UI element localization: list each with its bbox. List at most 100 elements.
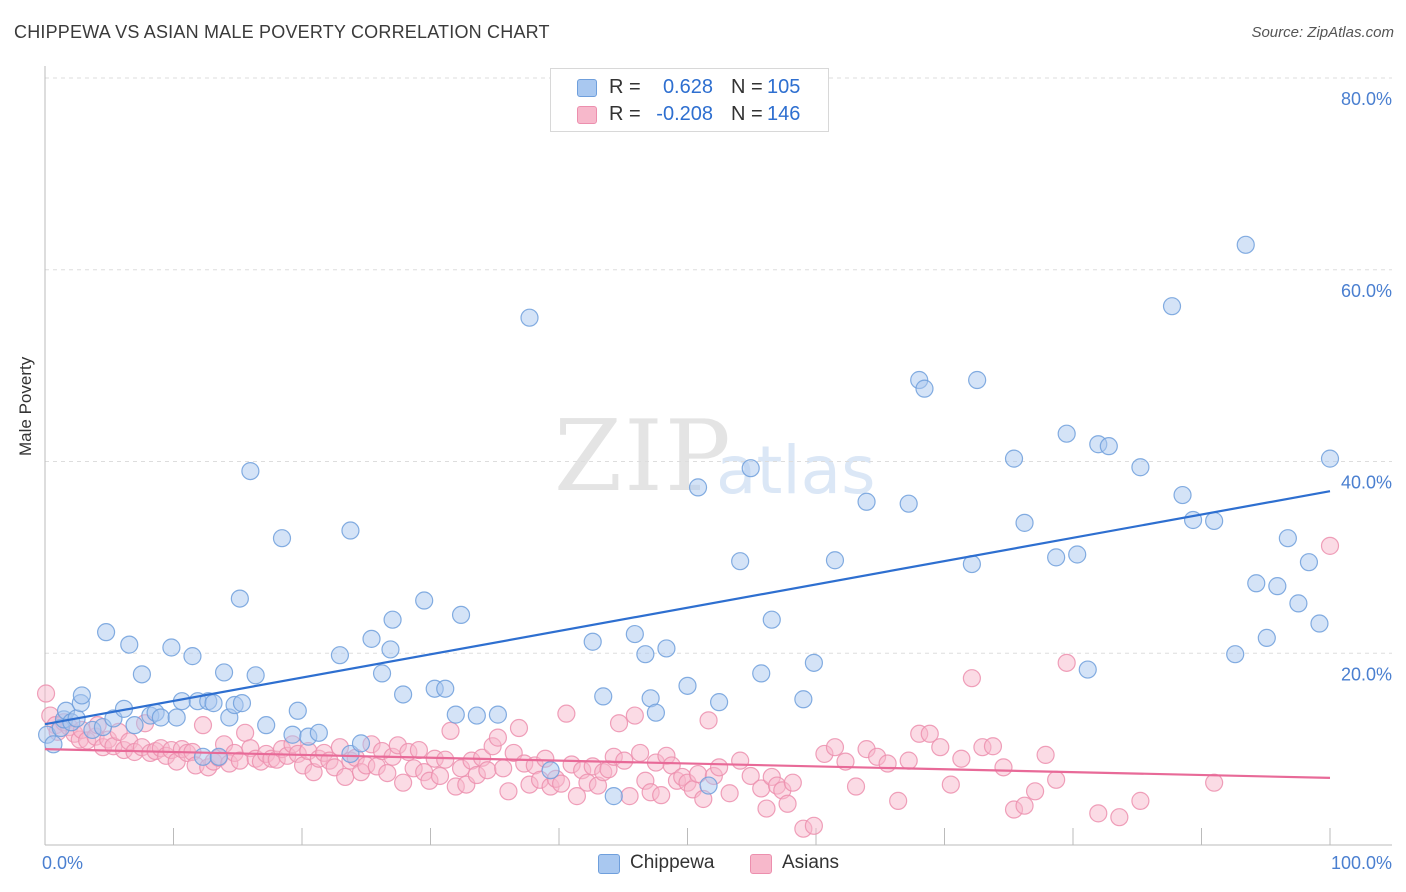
legend-swatch-pink bbox=[577, 106, 597, 124]
asians-point bbox=[552, 774, 571, 793]
asians-point bbox=[336, 767, 355, 787]
chippewa-point bbox=[96, 623, 116, 642]
chippewa-point bbox=[230, 589, 249, 608]
asians-point bbox=[1015, 796, 1034, 815]
chippewa-point bbox=[1236, 235, 1255, 254]
chippewa-point bbox=[467, 706, 486, 725]
chippewa-point bbox=[162, 638, 181, 657]
asians-point bbox=[720, 784, 739, 803]
asians-point bbox=[1131, 791, 1150, 810]
chippewa-point bbox=[794, 690, 813, 709]
chippewa-point bbox=[604, 787, 623, 806]
asians-point bbox=[804, 816, 823, 835]
chippewa-point bbox=[804, 653, 823, 672]
asians-point bbox=[441, 721, 460, 741]
chippewa-point bbox=[214, 663, 234, 682]
chippewa-point bbox=[362, 629, 381, 648]
asians-point bbox=[1025, 782, 1045, 801]
asians-point bbox=[193, 716, 213, 735]
chippewa-point bbox=[583, 632, 602, 651]
chippewa-point bbox=[1162, 297, 1182, 316]
chippewa-point bbox=[1278, 529, 1297, 548]
chippewa-point bbox=[209, 747, 228, 766]
legend-r-label: R = bbox=[609, 103, 641, 125]
legend-row-chippewa: R = 0.628 N = 105 bbox=[551, 74, 828, 100]
asians-point bbox=[931, 738, 950, 757]
correlation-legend: R = 0.628 N = 105 R = -0.208 N = 146 bbox=[550, 68, 829, 132]
chippewa-point bbox=[1099, 437, 1118, 456]
chippewa-point bbox=[394, 685, 413, 704]
asians-point bbox=[699, 711, 718, 730]
chippewa-point bbox=[1320, 449, 1340, 468]
chippewa-point bbox=[446, 705, 465, 724]
chippewa-point bbox=[341, 521, 360, 540]
chippewa-point bbox=[625, 624, 644, 644]
chippewa-point bbox=[709, 693, 729, 712]
asians-point bbox=[889, 791, 908, 810]
chippewa-point bbox=[330, 646, 350, 665]
chippewa-point bbox=[383, 610, 402, 629]
legend-row-asians: R = -0.208 N = 146 bbox=[551, 101, 828, 127]
chippewa-point bbox=[204, 694, 223, 713]
chippewa-point bbox=[968, 370, 987, 390]
chippewa-point bbox=[151, 708, 170, 727]
asians-point bbox=[836, 752, 855, 771]
legend-r-label: R = bbox=[609, 76, 641, 98]
chippewa-point bbox=[1078, 660, 1097, 679]
asians-point bbox=[509, 718, 529, 738]
chippewa-point bbox=[1015, 513, 1034, 532]
chippewa-point bbox=[741, 459, 760, 478]
asians-point bbox=[878, 754, 897, 773]
trend-lines bbox=[44, 490, 1331, 779]
asians-point bbox=[778, 794, 797, 813]
chippewa-point bbox=[1173, 485, 1192, 505]
chippewa-point bbox=[167, 708, 186, 727]
chippewa-point bbox=[636, 645, 655, 664]
chippewa-point bbox=[1310, 614, 1329, 633]
chippewa-point bbox=[415, 591, 434, 610]
asians-point bbox=[499, 782, 518, 801]
asians-point bbox=[1057, 653, 1076, 672]
legend-n-value: 105 bbox=[767, 76, 801, 98]
chippewa-point bbox=[183, 647, 202, 666]
asians-point bbox=[625, 706, 644, 725]
chippewa-point bbox=[132, 665, 152, 684]
asians-point bbox=[1036, 745, 1055, 764]
chippewa-point bbox=[825, 551, 845, 570]
asians-point bbox=[941, 775, 960, 794]
chippewa-point bbox=[857, 492, 876, 511]
asians-point bbox=[952, 749, 971, 768]
legend-swatch-blue bbox=[577, 79, 597, 97]
chart-title: CHIPPEWA VS ASIAN MALE POVERTY CORRELATI… bbox=[14, 22, 550, 42]
asians-point bbox=[567, 787, 587, 806]
chippewa-point bbox=[1268, 577, 1287, 596]
asians-point bbox=[899, 751, 918, 770]
chippewa-points bbox=[38, 235, 1340, 806]
chippewa-point bbox=[309, 723, 328, 742]
chippewa-point bbox=[120, 635, 139, 654]
asians-point bbox=[920, 724, 939, 743]
chippewa-point bbox=[488, 705, 508, 724]
chippewa-point bbox=[688, 478, 708, 497]
asians-point bbox=[557, 704, 576, 723]
chippewa-point bbox=[1205, 511, 1224, 531]
chippewa-point bbox=[646, 703, 666, 722]
chippewa-point bbox=[1247, 574, 1266, 593]
chippewa-point bbox=[594, 687, 613, 706]
chippewa-point bbox=[72, 686, 91, 705]
asians-point bbox=[962, 669, 981, 688]
chippewa-point bbox=[381, 640, 400, 659]
chippewa-point bbox=[436, 679, 455, 698]
asians-point bbox=[757, 799, 776, 818]
asians-point bbox=[394, 773, 413, 792]
chippewa-point bbox=[451, 605, 471, 625]
chippewa-point bbox=[1004, 449, 1024, 468]
asians-trend-line bbox=[44, 748, 1331, 779]
chippewa-point bbox=[246, 666, 265, 685]
chippewa-point bbox=[1047, 548, 1066, 567]
chippewa-point bbox=[1131, 458, 1150, 477]
legend-n-label: N = bbox=[731, 76, 763, 98]
chippewa-point bbox=[657, 639, 676, 658]
bottom-legend-swatch-pink bbox=[750, 854, 772, 874]
